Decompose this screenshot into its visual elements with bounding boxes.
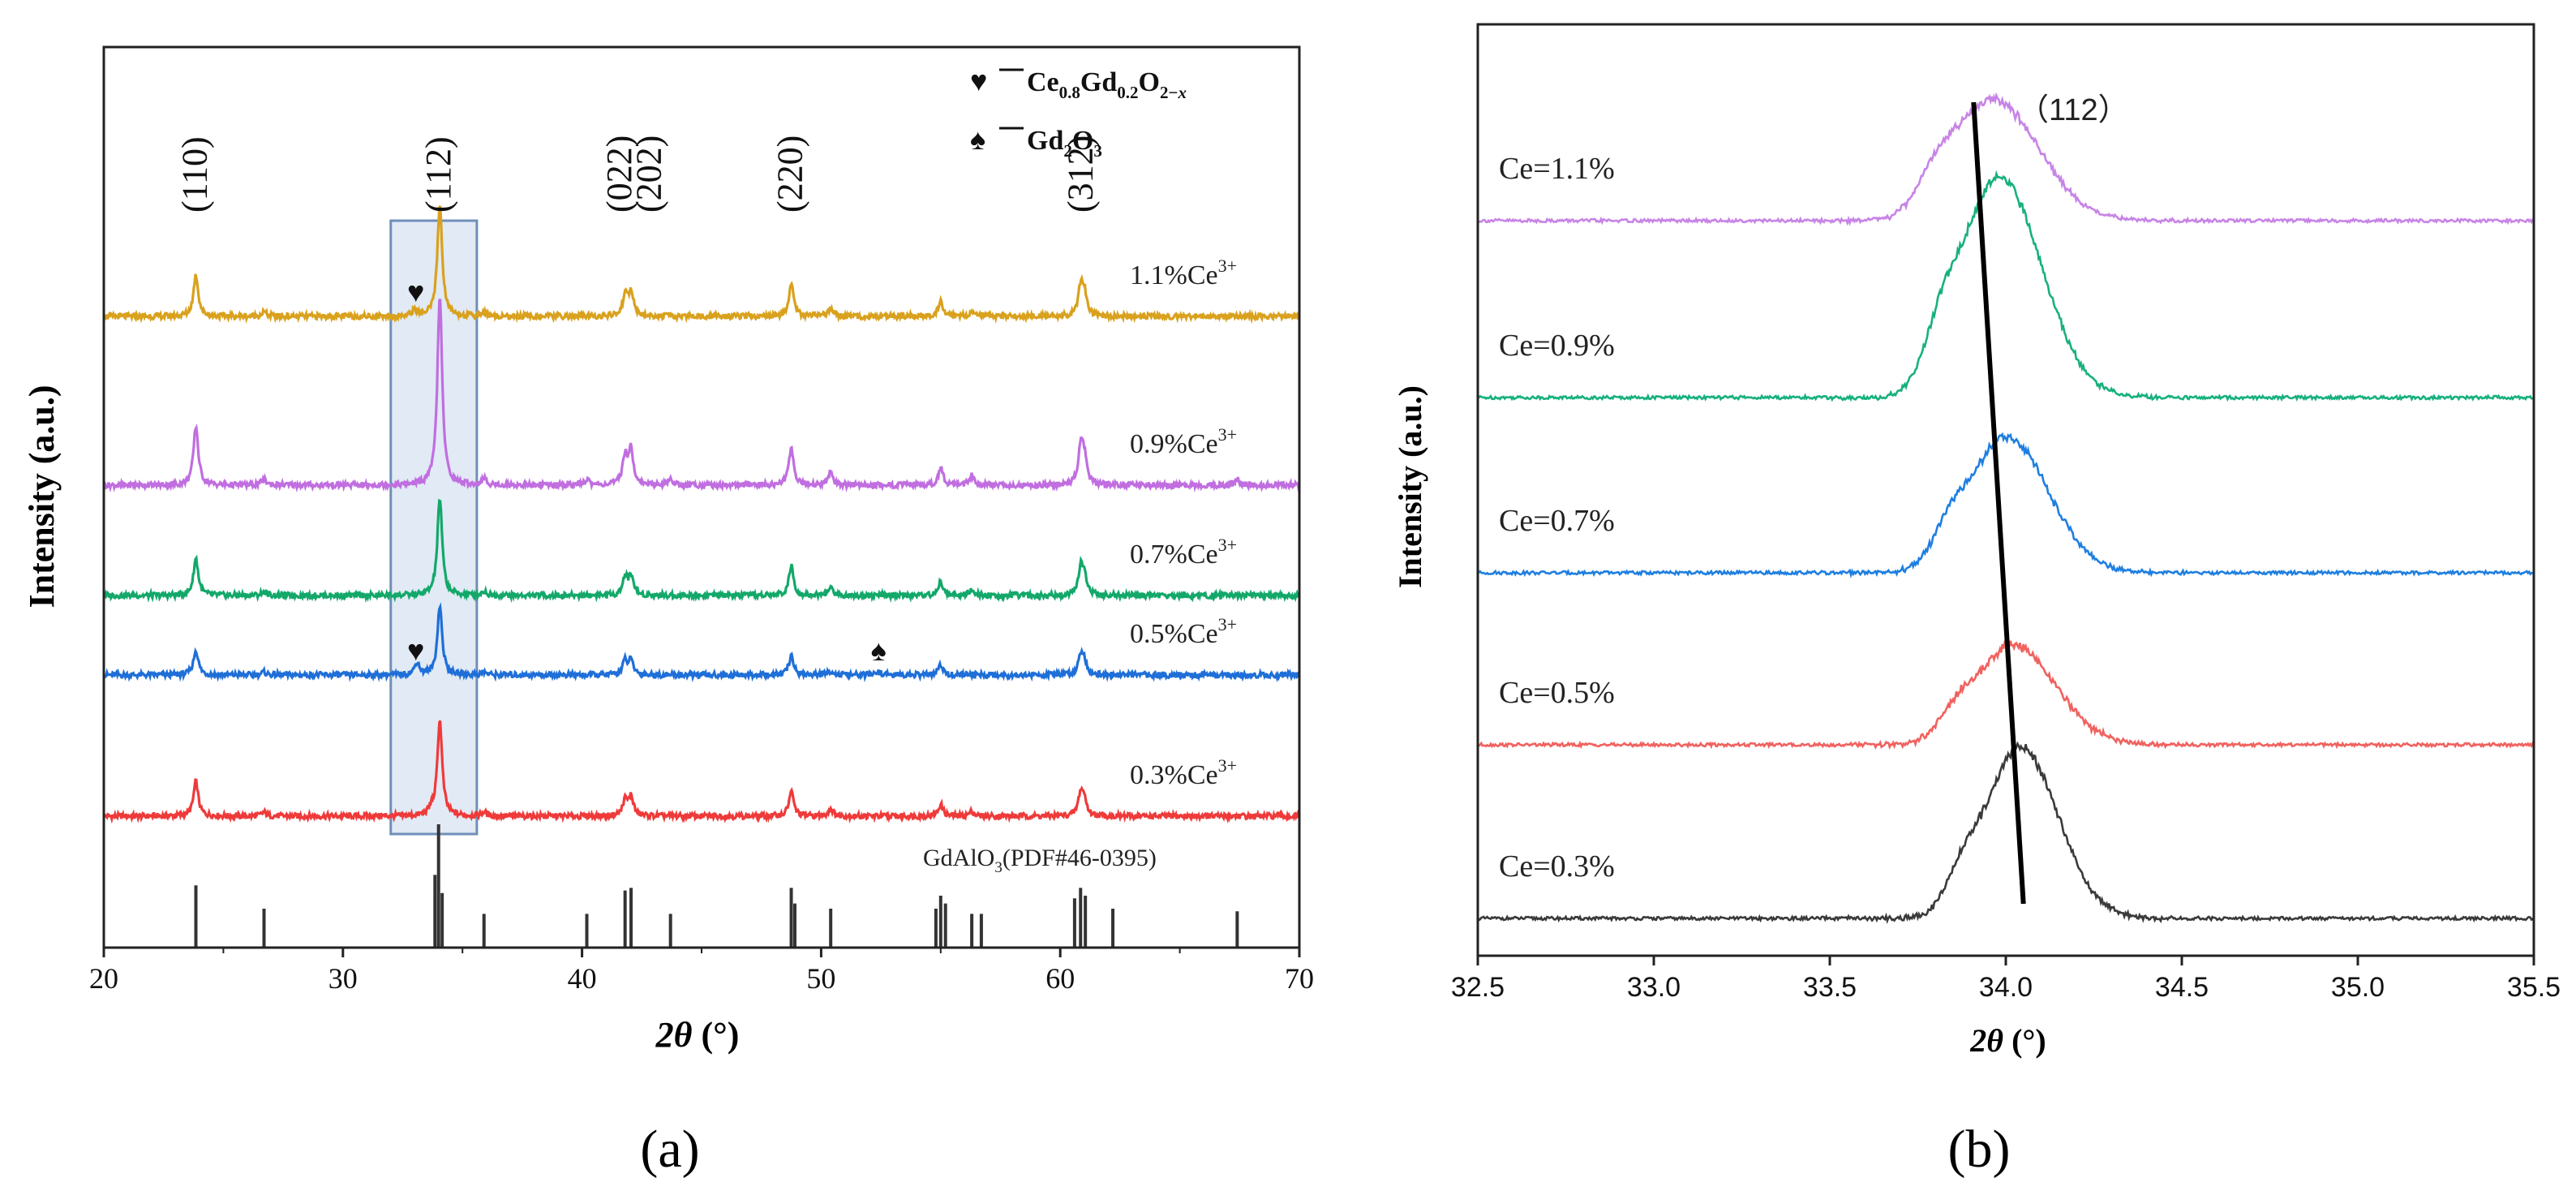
panel-b: Ce=0.3% Ce=0.5% Ce=0.7% Ce=0.9% Ce=1.1% （112… — [1392, 23, 2561, 1179]
series-line — [102, 498, 1301, 604]
x-tick-label: 34.5 — [2155, 972, 2209, 1003]
legend-symbol: ♥ — [970, 64, 987, 97]
series-labels: 0.3%Ce3+0.5%Ce3+0.7%Ce3+0.9%Ce3+1.1%Ce3+ — [1130, 256, 1237, 790]
series-label: 1.1%Ce3+ — [1130, 256, 1237, 290]
series-label-main: 0.5%Ce — [1130, 619, 1218, 649]
x-tick-label: 32.5 — [1451, 972, 1505, 1003]
text-part: 2 — [1063, 141, 1072, 161]
x-tick-label: 33.0 — [1627, 972, 1681, 1003]
panel-a: (110) (112) (022)(202) (220) (312) ♥ ♥ ♠ 0.3%C… — [22, 45, 1314, 1179]
x-tick-label: 34.0 — [1979, 972, 2033, 1003]
series-line — [1477, 432, 2535, 578]
x-tick-label: 35.5 — [2507, 972, 2561, 1003]
phase-marker: ♥ — [407, 634, 424, 667]
phase-marker: ♥ — [407, 275, 424, 308]
panel-label-a: (a) — [640, 1120, 699, 1179]
series-label: 0.7%Ce3+ — [1130, 535, 1237, 570]
series-label-sup: 3+ — [1218, 535, 1237, 555]
legend-text: Gd2O3 — [1027, 126, 1102, 161]
text-part: Ce — [1027, 67, 1059, 97]
text-part: 3 — [994, 859, 1002, 876]
text-part: GdAlO — [923, 845, 994, 871]
peak-shift-trend-line — [1971, 101, 2026, 905]
peak-label: (312) — [1061, 135, 1101, 213]
peak-label: (112) — [419, 136, 458, 213]
series-label: Ce=0.5% — [1499, 676, 1615, 710]
series-label-sup: 3+ — [1218, 424, 1237, 445]
text-part: O — [1139, 67, 1160, 97]
y-axis-label-b: Intensity (a.u.) — [1392, 385, 1428, 588]
x-axis-ticks-b: 32.5 33.0 33.5 34.0 34.5 35.0 35.5 — [1451, 956, 2561, 1003]
y-axis-label-a: Intensity (a.u.) — [22, 385, 62, 608]
reference-pattern — [194, 824, 1239, 948]
series-label-sup: 3+ — [1218, 256, 1237, 276]
text-part: x — [1177, 83, 1187, 102]
peak-label: (220) — [771, 135, 810, 213]
peak-label: (022) — [599, 135, 639, 213]
text-part: 0.2 — [1117, 83, 1138, 102]
x-axis-label-b: 2θ (°) — [1969, 1022, 2046, 1059]
series-label: Ce=0.3% — [1499, 849, 1615, 884]
text-part: 0.8 — [1059, 83, 1080, 102]
series-label: 0.9%Ce3+ — [1130, 424, 1237, 459]
peak-annotation-112: （112） — [2018, 93, 2129, 127]
legend-text: Ce0.8Gd0.2O2−x — [1027, 67, 1187, 102]
series-label: 0.3%Ce3+ — [1130, 755, 1237, 790]
peak-label: (110) — [174, 136, 214, 213]
series-line — [102, 720, 1301, 824]
xrd-series-group — [102, 205, 1301, 824]
series-label-main: 0.7%Ce — [1130, 540, 1218, 570]
plot-frame-a — [102, 45, 1301, 949]
reference-label: GdAlO3(PDF#46-0395) — [923, 845, 1157, 876]
x-tick-label: 33.5 — [1803, 972, 1857, 1003]
text-part: 2− — [1160, 83, 1178, 102]
x-tick-label: 20 — [89, 962, 118, 995]
legend-symbol: ♠ — [970, 123, 985, 156]
x-tick-label: 30 — [328, 962, 358, 995]
series-line — [102, 299, 1301, 493]
text-part: (PDF#46-0395) — [1002, 845, 1157, 871]
series-label: Ce=0.9% — [1499, 329, 1615, 363]
series-line — [1478, 170, 2535, 402]
legend: ♥ Ce0.8Gd0.2O2−x♠ Gd2O3 — [970, 64, 1187, 161]
phase-marker: ♠ — [871, 634, 887, 667]
x-tick-label: 35.0 — [2331, 972, 2385, 1003]
phase-markers: ♥ ♥ ♠ — [407, 275, 887, 667]
series-labels-b: Ce=0.3% Ce=0.5% Ce=0.7% Ce=0.9% Ce=1.1% — [1499, 152, 1615, 884]
x-tick-label: 60 — [1045, 962, 1075, 995]
peak-label: (202) — [629, 135, 669, 213]
text-part: O — [1072, 126, 1093, 156]
series-line — [103, 602, 1300, 683]
x-tick-label: 40 — [568, 962, 597, 995]
series-line — [1476, 741, 2535, 924]
text-part: 3 — [1093, 141, 1102, 161]
series-line — [103, 205, 1300, 325]
series-label: 0.5%Ce3+ — [1130, 614, 1237, 649]
series-label-sup: 3+ — [1218, 614, 1237, 634]
x-tick-label: 50 — [806, 962, 835, 995]
plot-frame-b — [1476, 23, 2535, 957]
highlight-region-112 — [389, 219, 479, 836]
series-label-sup: 3+ — [1218, 755, 1237, 776]
panel-label-b: (b) — [1948, 1120, 2011, 1179]
series-label-main: 0.9%Ce — [1130, 429, 1218, 459]
series-label-main: 1.1%Ce — [1130, 260, 1218, 290]
x-axis-ticks-a: 20 30 40 50 60 70 — [89, 948, 1314, 995]
series-line — [1476, 92, 2535, 226]
series-label: Ce=1.1% — [1499, 152, 1615, 186]
peak-labels: (110) (112) (022)(202) (220) (312) — [174, 135, 1100, 213]
text-part: Gd — [1027, 126, 1063, 156]
text-part: Gd — [1080, 67, 1117, 97]
series-label-main: 0.3%Ce — [1130, 760, 1218, 790]
x-tick-label: 70 — [1285, 962, 1314, 995]
series-label: Ce=0.7% — [1499, 504, 1615, 538]
zoom-series-group — [1476, 92, 2535, 924]
x-axis-label-a: 2θ (°) — [655, 1015, 740, 1055]
